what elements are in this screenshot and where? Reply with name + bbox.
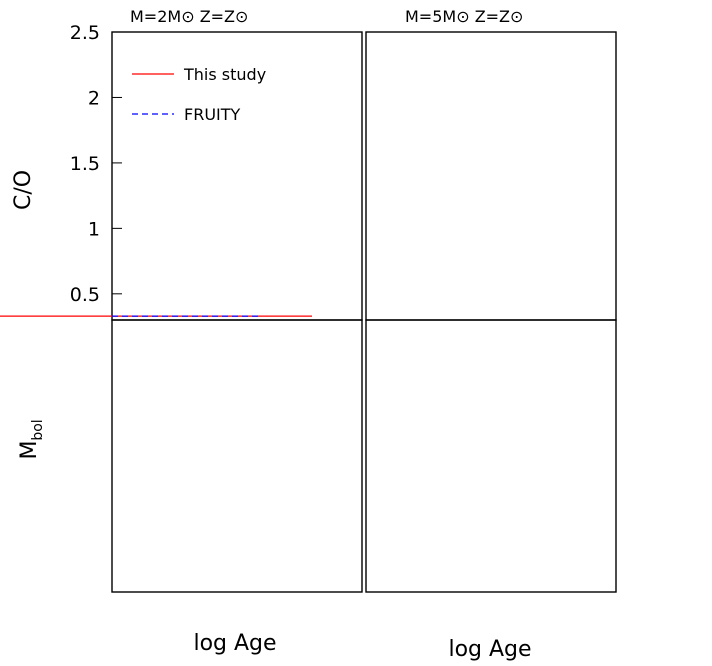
- y-tick-label: 2: [88, 87, 100, 109]
- legend-label: FRUITY: [184, 105, 241, 124]
- y-tick-label: 1: [88, 218, 100, 240]
- x-axis-label-right: log Age: [448, 637, 531, 662]
- y-axis-label-co: C/O: [11, 170, 36, 210]
- x-axis-label-left: log Age: [193, 631, 276, 656]
- top-left-label: M=2M⊙ Z=Z⊙: [130, 7, 248, 26]
- y-axis-label-mbol-main: M: [17, 441, 42, 460]
- y-axis-label-mbol: M bol: [17, 419, 46, 459]
- y-axis-label-mbol-sub: bol: [30, 419, 46, 440]
- chart-co-2msun: 0.5 1 1.5 2 2.5 This study FRUITY: [0, 22, 312, 317]
- panel-frame-bottom-right: [365, 319, 617, 593]
- panel-frame-top-right: [365, 31, 617, 321]
- legend-label: This study: [183, 65, 266, 84]
- top-right-label: M=5M⊙ Z=Z⊙: [405, 7, 523, 26]
- y-tick-label: 0.5: [70, 284, 100, 306]
- y-tick-label: 2.5: [70, 22, 100, 44]
- y-tick-label: 1.5: [70, 153, 100, 175]
- panel-frame-bottom-left: [111, 319, 363, 593]
